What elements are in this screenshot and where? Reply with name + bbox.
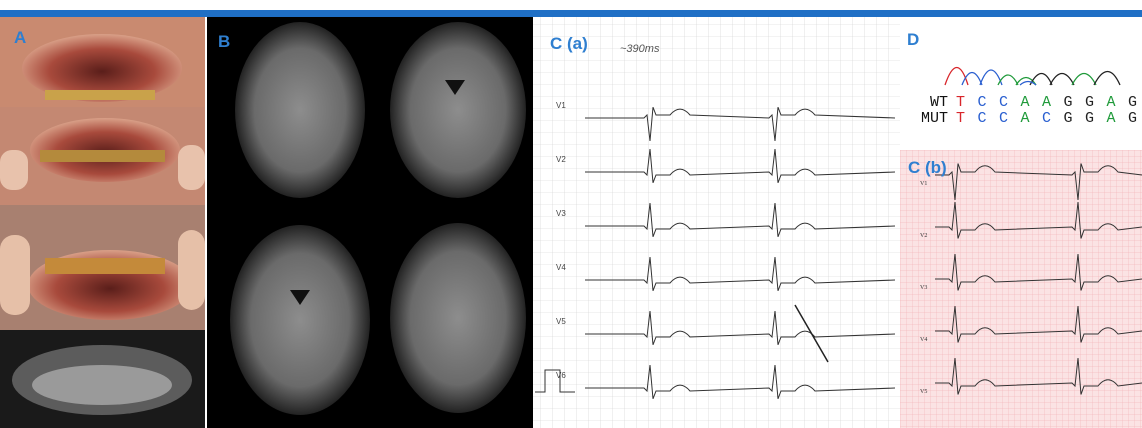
base: G — [1128, 110, 1137, 127]
lead-label: V5 — [920, 389, 927, 395]
ecg-a-grid — [533, 17, 900, 428]
base: C — [999, 110, 1008, 127]
sequence-label: MUT — [921, 110, 948, 127]
base: A — [1107, 94, 1116, 111]
ecg-b-grid — [900, 150, 1142, 428]
lead-label: V4 — [920, 337, 927, 343]
lead-label: V1 — [556, 101, 566, 110]
sequence-label: WT — [930, 94, 948, 111]
figure: ~390ms V1V2V3V4V5V6 WTTCCAAGGAGMUTTCCACG… — [0, 0, 1142, 428]
lead-label: V6 — [556, 371, 566, 380]
lead-label: V1 — [920, 181, 927, 187]
panel-label: C (a) — [550, 34, 588, 54]
panel-b-mri — [207, 17, 533, 428]
lead-label: V4 — [556, 263, 566, 272]
base: C — [978, 94, 987, 111]
base: C — [978, 110, 987, 127]
panel-a-photos — [0, 17, 205, 428]
lead-label: V5 — [556, 317, 566, 326]
base: A — [1042, 94, 1051, 111]
chromatogram — [945, 68, 1120, 86]
figure-canvas: ~390ms V1V2V3V4V5V6 WTTCCAAGGAGMUTTCCACG… — [0, 0, 1142, 428]
panel-label: C (b) — [908, 158, 947, 178]
base: G — [1064, 94, 1073, 111]
base: T — [956, 94, 965, 111]
lead-label: V3 — [556, 209, 566, 218]
base: T — [956, 110, 965, 127]
panel-label: A — [14, 28, 26, 48]
lead-label: V2 — [556, 155, 566, 164]
base: G — [1064, 110, 1073, 127]
base: G — [1085, 94, 1094, 111]
base: A — [1107, 110, 1116, 127]
base: C — [1042, 110, 1051, 127]
base: C — [999, 94, 1008, 111]
panel-label: D — [907, 30, 919, 50]
panel-label: B — [218, 32, 230, 52]
base: G — [1128, 94, 1137, 111]
base: G — [1085, 110, 1094, 127]
lead-label: V3 — [920, 285, 927, 291]
base: A — [1021, 94, 1030, 111]
top-bar — [0, 10, 1142, 17]
ecg-a-note: ~390ms — [620, 43, 660, 55]
base: A — [1021, 110, 1030, 127]
lead-label: V2 — [920, 233, 927, 239]
